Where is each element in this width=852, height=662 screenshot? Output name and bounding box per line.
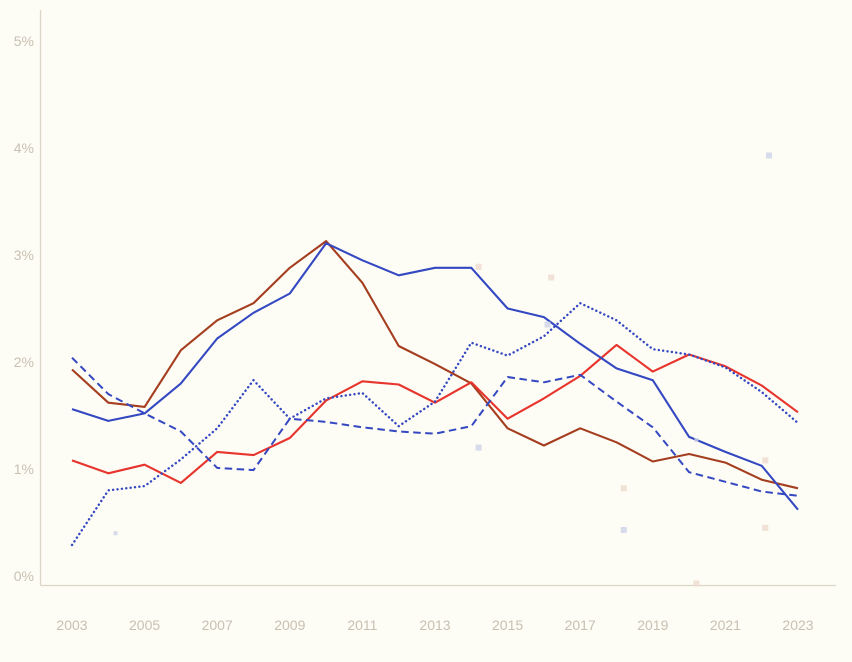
x-tick-label: 2009 [274, 617, 305, 633]
faint-marker-lavender [694, 438, 699, 443]
faint-marker-lavender [113, 531, 118, 536]
y-tick-label: 0% [14, 568, 34, 584]
faint-marker-pink [548, 274, 555, 281]
x-axis-labels: 2003 2005 2007 2009 2011 2013 2015 2017 2019 2021… [56, 617, 813, 633]
y-axis-labels: 0% 1% 2% 3% 4% 5% [14, 33, 34, 584]
x-tick-label: 2021 [710, 617, 741, 633]
x-tick-label: 2023 [782, 617, 813, 633]
x-tick-label: 2003 [56, 617, 87, 633]
faint-marker-pink [762, 524, 769, 531]
faint-marker-lavender [620, 527, 627, 533]
y-tick-label: 2% [14, 354, 34, 370]
x-tick-label: 2015 [492, 617, 523, 633]
x-tick-label: 2011 [347, 617, 377, 633]
x-tick-label: 2007 [202, 617, 233, 633]
series-blue-solid [71, 242, 799, 511]
faint-marker-pink [762, 457, 769, 464]
y-tick-label: 4% [14, 140, 34, 156]
x-tick-label: 2019 [637, 617, 668, 633]
x-tick-label: 2005 [129, 617, 160, 633]
faint-markers [113, 152, 772, 587]
faint-marker-pink [620, 485, 627, 492]
faint-marker-lavender [766, 152, 772, 159]
series-blue-dashed [71, 356, 799, 497]
series-blue-dotted [70, 302, 800, 547]
y-tick-label: 3% [14, 247, 34, 263]
series-lines [70, 240, 800, 547]
faint-marker-lavender [544, 321, 551, 328]
faint-marker-pink [693, 580, 700, 587]
x-tick-label: 2013 [419, 617, 450, 633]
axes [39, 10, 836, 587]
x-tick-label: 2017 [565, 617, 596, 633]
series-dark-red-solid [71, 240, 799, 490]
y-tick-label: 5% [14, 33, 34, 49]
faint-marker-lavender [475, 444, 482, 451]
y-tick-label: 1% [14, 461, 34, 477]
faint-marker-pink [475, 263, 482, 270]
